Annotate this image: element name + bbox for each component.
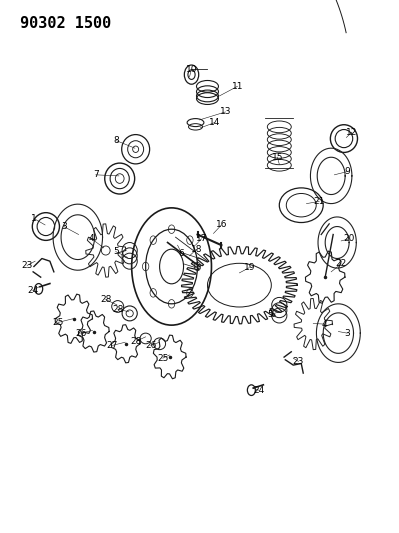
Text: 27: 27 xyxy=(107,341,118,350)
Text: 23: 23 xyxy=(22,261,33,270)
Text: 5: 5 xyxy=(113,247,119,256)
Text: 20: 20 xyxy=(344,235,355,243)
Text: 9: 9 xyxy=(344,167,350,176)
Text: 17: 17 xyxy=(196,235,207,243)
Text: 4: 4 xyxy=(321,320,327,328)
Text: 8: 8 xyxy=(114,136,119,145)
Text: 15: 15 xyxy=(272,153,283,161)
Text: 26: 26 xyxy=(145,341,156,350)
Text: 12: 12 xyxy=(346,128,358,136)
Text: 28: 28 xyxy=(100,295,111,304)
Text: 13: 13 xyxy=(220,108,231,116)
Text: 5: 5 xyxy=(268,310,273,319)
Text: 24: 24 xyxy=(253,386,264,394)
Text: 16: 16 xyxy=(216,221,227,229)
Text: 28: 28 xyxy=(112,305,123,313)
Text: 18: 18 xyxy=(191,245,202,254)
Text: 1: 1 xyxy=(31,214,37,223)
Text: 11: 11 xyxy=(232,82,243,91)
Text: 28: 28 xyxy=(131,337,142,345)
Text: 26: 26 xyxy=(75,329,86,337)
Text: 21: 21 xyxy=(314,197,325,206)
Text: 25: 25 xyxy=(52,318,63,327)
Text: 10: 10 xyxy=(186,65,197,74)
Text: 4: 4 xyxy=(88,234,94,243)
Text: 25: 25 xyxy=(157,354,168,362)
Text: 24: 24 xyxy=(27,286,38,295)
Text: 3: 3 xyxy=(61,222,67,231)
Text: 22: 22 xyxy=(336,260,347,268)
Text: 23: 23 xyxy=(293,357,304,366)
Text: 14: 14 xyxy=(209,118,220,127)
Text: 7: 7 xyxy=(93,171,99,179)
Text: 6: 6 xyxy=(179,249,184,257)
Text: 3: 3 xyxy=(344,329,350,337)
Text: 90302 1500: 90302 1500 xyxy=(20,16,111,31)
Text: 19: 19 xyxy=(244,263,255,272)
